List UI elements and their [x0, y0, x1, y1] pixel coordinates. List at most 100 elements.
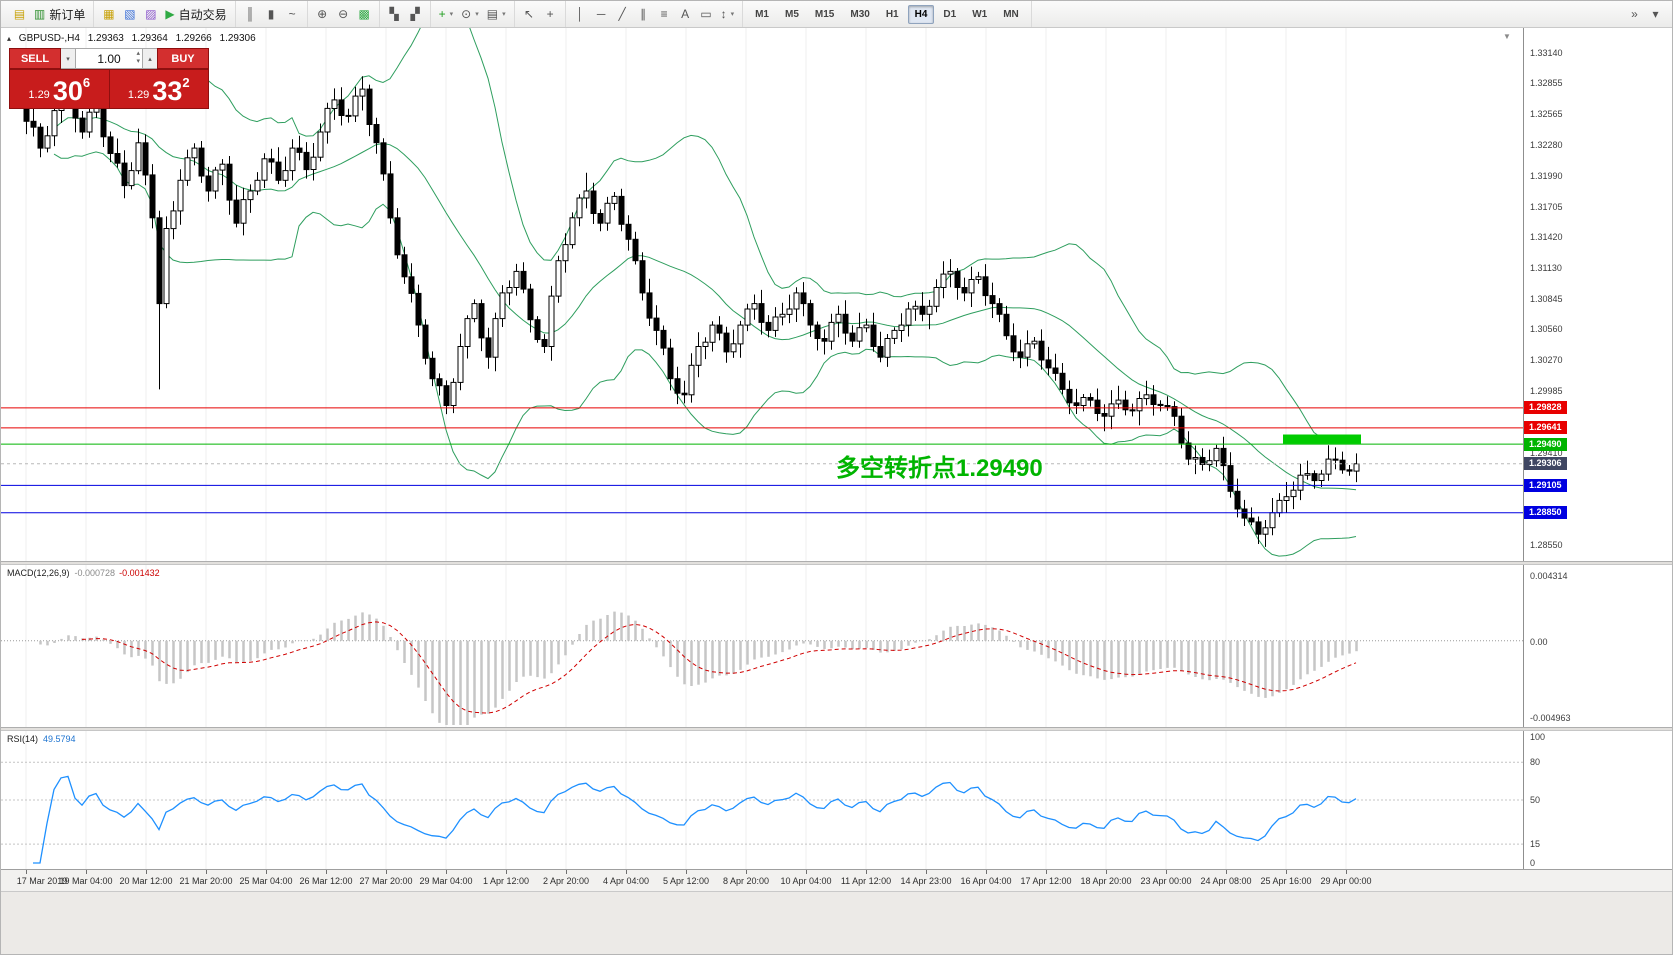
arrange-windows-button[interactable]: ▚	[384, 4, 405, 25]
fibonacci-button[interactable]: ≡	[654, 4, 675, 25]
buy-price-button[interactable]: 1.29 33 2	[109, 69, 209, 109]
cascade-windows-button[interactable]: ▞	[405, 4, 426, 25]
sell-button[interactable]: SELL	[9, 48, 61, 69]
volume-down-icon[interactable]: ▾	[136, 58, 140, 65]
text-button[interactable]: A	[675, 4, 696, 25]
macd-signal-line	[81, 621, 1357, 714]
time-axis-label: 11 Apr 12:00	[840, 876, 892, 886]
chart-grid	[25, 28, 1347, 561]
new-order-button[interactable]: ▥ 新订单	[30, 4, 89, 25]
buy-button[interactable]: BUY	[157, 48, 209, 69]
timeframe-m1-button[interactable]: M1	[755, 8, 769, 20]
templates-button[interactable]: ▤ ▾	[483, 4, 510, 25]
macd-signal-value: -0.001432	[119, 568, 160, 578]
macd-chart[interactable]	[1, 565, 1523, 727]
price-tag: 1.28850	[1524, 506, 1567, 520]
price-scale-label: 1.32565	[1530, 109, 1563, 120]
rsi-pane[interactable]: RSI(14) 49.5794 100 80 50 15 0	[1, 731, 1672, 869]
rsi-scale[interactable]: 100 80 50 15 0	[1523, 731, 1672, 869]
text-label-icon: ▭	[700, 7, 712, 21]
market-watch-button[interactable]: ▦	[98, 4, 119, 25]
bottom-empty-area	[1, 891, 1672, 954]
volume-up-icon[interactable]: ▴	[136, 50, 140, 57]
arrows-dropdown-icon[interactable]: ▾	[730, 11, 735, 18]
buy-price-main: 1.29	[127, 89, 150, 101]
tile-windows-button[interactable]: ▩	[354, 4, 375, 25]
vertical-line-button[interactable]: │	[570, 4, 591, 25]
toolbar-more-button[interactable]: ▾	[1645, 4, 1666, 25]
indicators-dropdown-icon[interactable]: ▾	[449, 11, 454, 18]
price-scale-label: 1.33140	[1530, 47, 1563, 58]
trendline-button[interactable]: ╱	[612, 4, 633, 25]
toolbar-group: ⊕ ⊖ ▩	[308, 1, 380, 27]
line-chart-button[interactable]: ~	[282, 4, 303, 25]
periods-dropdown-icon[interactable]: ▾	[475, 11, 479, 18]
bar-close-value: 1.29306	[219, 33, 256, 44]
text-icon: A	[681, 7, 690, 21]
crosshair-button[interactable]: +	[540, 4, 561, 25]
sell-price-button[interactable]: 1.29 30 6	[9, 69, 110, 109]
timeframe-mn-button[interactable]: MN	[1003, 8, 1019, 20]
time-axis[interactable]: 17 Mar 2019 19 Mar 04:00 20 Mar 12:00 21 Ma…	[1, 869, 1672, 891]
zoom-out-button[interactable]: ⊖	[333, 4, 354, 25]
horizontal-line-button[interactable]: ─	[591, 4, 612, 25]
toolbar-overflow-button[interactable]: »	[1624, 4, 1645, 25]
candlestick-chart-button[interactable]: ▮	[261, 4, 282, 25]
timeframe-w1-button[interactable]: W1	[972, 8, 988, 20]
rsi-chart[interactable]	[1, 731, 1523, 869]
time-axis-label: 17 Mar 2019	[16, 876, 68, 886]
main-chart-pane[interactable]: ▴ GBPUSD-,H4 1.29363 1.29364 1.29266 1.2…	[1, 28, 1672, 561]
navigator-button[interactable]: ▨	[140, 4, 161, 25]
time-tick	[746, 870, 747, 874]
autoscroll-icon[interactable]: ▼	[1503, 32, 1511, 41]
time-tick	[266, 870, 267, 874]
macd-scale[interactable]: 0.004314 0.00 -0.004963	[1523, 565, 1672, 727]
candlestick-chart-icon: ▮	[267, 7, 275, 21]
timeframe-m30-button[interactable]: M30	[850, 8, 870, 20]
toolbar-group: ↖ +	[515, 1, 566, 27]
data-window-button[interactable]: ▧	[119, 4, 140, 25]
timeframe-h1-button[interactable]: H1	[885, 8, 899, 20]
rsi-scale-label: 100	[1530, 732, 1546, 742]
rsi-line	[33, 775, 1357, 864]
bar-open-value: 1.29363	[87, 33, 124, 44]
cursor-icon: ↖	[524, 7, 535, 21]
sell-options-icon[interactable]: ▾	[61, 48, 75, 69]
indicators-icon: +	[438, 7, 446, 21]
cursor-button[interactable]: ↖	[519, 4, 540, 25]
equidistant-channel-button[interactable]: ∥	[633, 4, 654, 25]
arrows-button[interactable]: ↕ ▾	[717, 4, 739, 25]
bars-chart-button[interactable]: ║	[240, 4, 261, 25]
price-scale-label: 1.31705	[1530, 201, 1563, 212]
macd-pane[interactable]: MACD(12,26,9) -0.000728 -0.001432 0.004314…	[1, 565, 1672, 727]
autotrading-button[interactable]: ▶ 自动交易	[161, 4, 230, 25]
text-label-button[interactable]: ▭	[696, 4, 717, 25]
timeframe-m15-button[interactable]: M15	[814, 8, 835, 20]
price-scale[interactable]: 1.33140 1.32855 1.32565 1.32280 1.31990 1.317…	[1523, 28, 1672, 561]
templates-dropdown-icon[interactable]: ▾	[502, 11, 506, 18]
sell-price-main: 1.29	[28, 89, 50, 101]
panel-divider[interactable]	[1, 561, 1672, 565]
time-axis-label: 4 Apr 04:00	[602, 876, 650, 886]
macd-scale-min: -0.004963	[1530, 713, 1571, 723]
bar-high-value: 1.29364	[131, 33, 168, 44]
periods-button[interactable]: ⊙ ▾	[457, 4, 483, 25]
horizontal-level-lines	[1, 407, 1523, 514]
chart-shortcut-button[interactable]: ▤	[9, 4, 30, 25]
buy-options-icon[interactable]: ▴	[143, 48, 157, 69]
time-axis-label: 29 Apr 00:00	[1320, 876, 1372, 886]
collapse-panel-icon[interactable]: ▴	[7, 34, 12, 43]
price-chart[interactable]	[1, 28, 1523, 561]
time-axis-label: 27 Mar 20:00	[359, 876, 413, 886]
panel-divider[interactable]	[1, 727, 1672, 731]
price-scale-label: 1.31420	[1530, 232, 1563, 243]
timeframe-h4-button[interactable]: H4	[907, 4, 935, 24]
indicators-button[interactable]: + ▾	[435, 4, 458, 25]
rsi-scale-label: 15	[1530, 839, 1541, 850]
timeframe-m5-button[interactable]: M5	[785, 8, 799, 20]
market-watch-icon: ▦	[103, 7, 115, 21]
time-axis-label: 10 Apr 04:00	[780, 876, 832, 886]
zoom-in-button[interactable]: ⊕	[312, 4, 333, 25]
timeframe-d1-button[interactable]: D1	[943, 8, 957, 20]
volume-input[interactable]: 1.00 ▴ ▾	[75, 48, 143, 69]
